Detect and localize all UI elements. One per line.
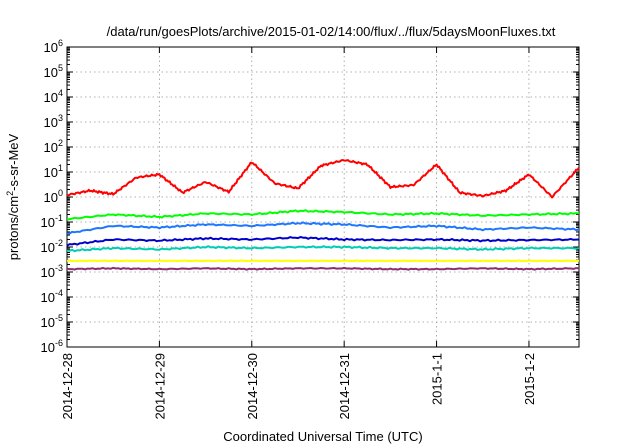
x-axis-label: Coordinated Universal Time (UTC) xyxy=(223,429,422,444)
y-axis-ticks: 106 105 104 103 102 101 100 10-1 10-2 10-3 10-4 10-… xyxy=(41,38,579,355)
x-tick-label: 2015-1-1 xyxy=(430,353,445,405)
y-tick-label: 102 xyxy=(44,138,63,155)
y-tick-label: 10-6 xyxy=(41,338,63,355)
x-tick-label: 2015-1-2 xyxy=(522,353,537,405)
y-tick-label: 10-2 xyxy=(41,238,63,255)
grid-lines xyxy=(67,47,579,347)
series-line xyxy=(66,209,580,221)
x-tick-label: 2014-12-30 xyxy=(245,353,260,420)
y-tick-label: 105 xyxy=(44,63,63,80)
y-tick-label: 10-3 xyxy=(41,263,63,280)
series-line xyxy=(66,159,580,199)
x-tick-label: 2014-12-29 xyxy=(152,353,167,420)
series-line xyxy=(66,245,580,253)
chart-title: /data/run/goesPlots/archive/2015-01-02/1… xyxy=(107,24,556,39)
series-line xyxy=(67,221,580,235)
x-axis-ticks: 2014-12-28 2014-12-29 2014-12-30 2014-12-31… xyxy=(60,47,537,420)
y-tick-label: 10-5 xyxy=(41,313,63,330)
y-tick-label: 100 xyxy=(44,188,63,205)
series-lines xyxy=(66,159,580,271)
y-tick-label: 101 xyxy=(44,163,63,180)
series-line xyxy=(66,236,580,247)
series-line xyxy=(66,266,580,271)
y-tick-label: 106 xyxy=(44,38,63,55)
y-tick-label: 10-1 xyxy=(41,213,63,230)
y-tick-label: 103 xyxy=(44,113,63,130)
y-tick-label: 10-4 xyxy=(41,288,63,305)
x-tick-label: 2014-12-28 xyxy=(60,353,75,420)
y-axis-label: protons/cm2-s-sr-MeV xyxy=(5,133,21,260)
series-line xyxy=(66,259,580,263)
y-tick-label: 104 xyxy=(44,88,63,105)
x-tick-label: 2014-12-31 xyxy=(337,353,352,420)
